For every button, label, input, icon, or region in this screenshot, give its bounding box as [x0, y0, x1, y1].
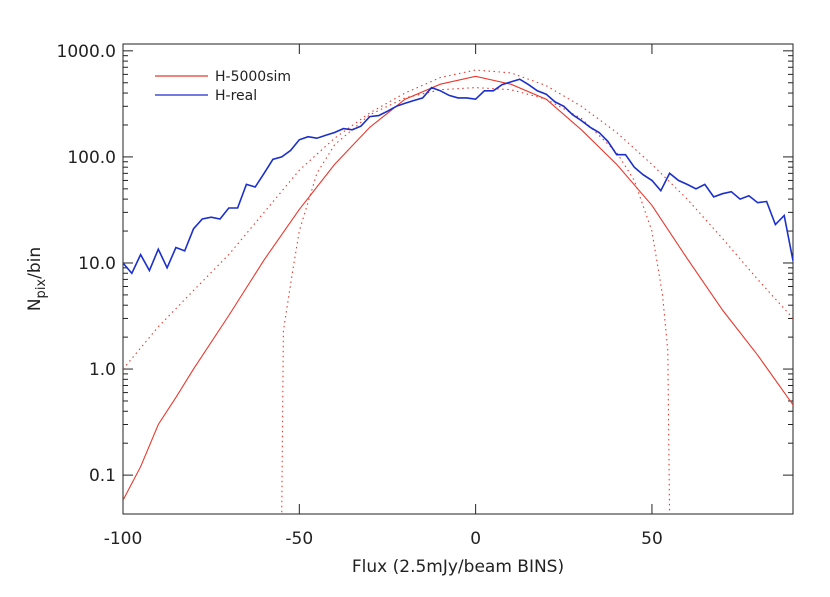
legend-label: H-5000sim — [215, 69, 291, 85]
y-tick-label: 100.0 — [67, 148, 116, 168]
y-label-main: N — [25, 298, 45, 311]
x-tick-label: 50 — [641, 529, 663, 549]
y-tick-label: 1000.0 — [57, 42, 116, 62]
series-line — [123, 69, 793, 370]
y-label-sub: pix — [34, 279, 49, 299]
series-line — [123, 75, 793, 501]
series-line — [123, 78, 793, 275]
x-axis-label: Flux (2.5mJy/beam BINS) — [352, 557, 564, 577]
x-tick-label: -50 — [285, 529, 313, 549]
y-tick-label: 0.1 — [89, 466, 116, 486]
y-label-rest: /bin — [25, 247, 45, 279]
series-line — [281, 87, 671, 514]
x-tick-label: 0 — [470, 529, 481, 549]
x-tick-label: -100 — [104, 529, 143, 549]
y-tick-label: 10.0 — [78, 254, 116, 274]
legend-label: H-real — [215, 88, 257, 104]
y-tick-label: 1.0 — [89, 360, 116, 380]
plot-area — [123, 69, 793, 514]
plot-frame — [122, 43, 794, 515]
y-axis-label: Npix/bin — [25, 247, 49, 311]
